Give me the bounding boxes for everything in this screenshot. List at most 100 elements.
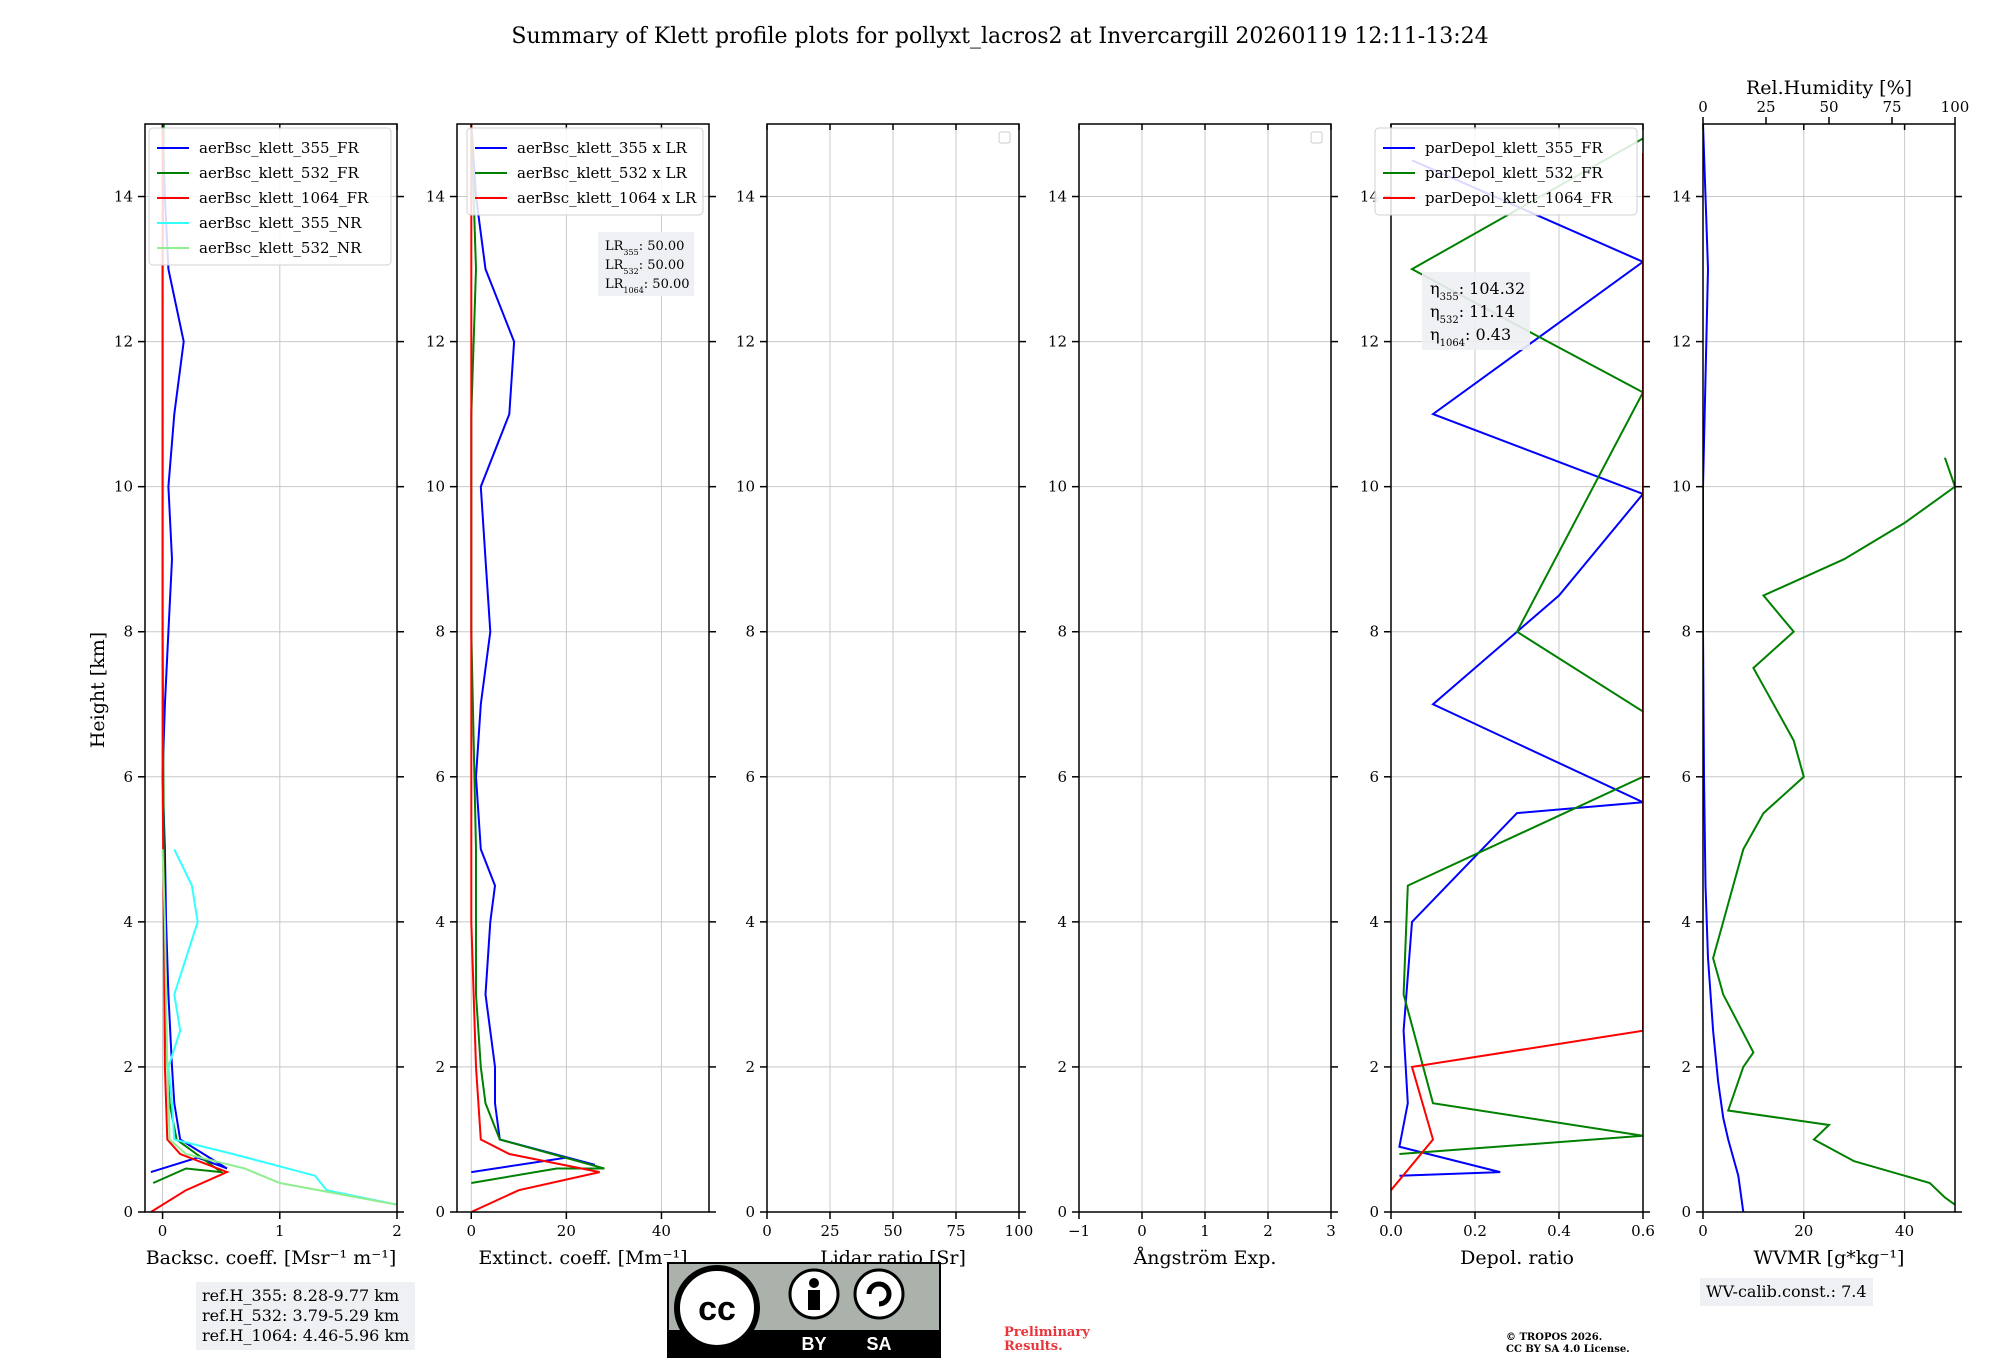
- lidar-ratio-355-subscript: 355: [623, 248, 638, 257]
- top-axis-label: Rel.Humidity [%]: [1746, 77, 1912, 99]
- x-tick-label: 2: [392, 1222, 402, 1240]
- y-tick-label: 0: [1681, 1203, 1691, 1221]
- y-axis-label: Height [km]: [87, 632, 109, 748]
- x-tick-label: 40: [1895, 1222, 1914, 1240]
- cc-by-person-head: [809, 1278, 819, 1288]
- copyright-line-2: CC BY SA 4.0 License.: [1506, 1344, 1630, 1355]
- preliminary-note: Preliminary Results.: [1004, 1326, 1090, 1354]
- lidar-ratio-532-symbol: LR: [605, 258, 625, 273]
- lidar-ratio-532-subscript: 532: [623, 267, 638, 276]
- x-tick-label: 0.0: [1379, 1222, 1403, 1240]
- y-tick-label: 6: [745, 768, 755, 786]
- y-tick-label: 0: [123, 1203, 133, 1221]
- x-tick-label: 20: [1794, 1222, 1813, 1240]
- y-tick-label: 0: [435, 1203, 445, 1221]
- y-tick-label: 2: [435, 1058, 445, 1076]
- lidar-ratio-1064-value: : 50.00: [644, 277, 690, 292]
- legend-label-aerBsc_klett_1064_FR: aerBsc_klett_1064_FR: [199, 189, 369, 207]
- lidar-ratio-532: LR532: 50.00: [605, 258, 684, 276]
- eta-355: η355: 104.32: [1430, 279, 1525, 303]
- y-tick-label: 10: [736, 478, 755, 496]
- eta-box: [1422, 272, 1530, 350]
- y-tick-label: 8: [435, 623, 445, 641]
- x-axis-label: Extinct. coeff. [Mm⁻¹]: [478, 1247, 687, 1269]
- y-tick-label: 2: [745, 1058, 755, 1076]
- y-tick-label: 12: [426, 333, 445, 351]
- axes-frame: [456, 123, 710, 1213]
- series-line-parDepol_klett_1064_FR: [1391, 153, 1643, 1191]
- y-tick-label: 8: [1681, 623, 1691, 641]
- series-line-aerBsc_klett_355 x LR: [470, 124, 596, 1174]
- cc-logo-text: cc: [698, 1290, 736, 1328]
- y-tick-label: 12: [114, 333, 133, 351]
- eta-1064: η1064: 0.43: [1430, 325, 1511, 349]
- y-tick-label: 6: [1681, 768, 1691, 786]
- legend-label-aerBsc_klett_355_FR: aerBsc_klett_355_FR: [199, 139, 359, 157]
- eta-532: η532: 11.14: [1430, 302, 1515, 326]
- legend-box: [1374, 127, 1638, 216]
- x-tick-label: 0: [1137, 1222, 1147, 1240]
- y-tick-label: 10: [114, 478, 133, 496]
- y-tick-label: 14: [1672, 188, 1691, 206]
- y-tick-label: 10: [426, 478, 445, 496]
- x-tick-label: 0: [466, 1222, 476, 1240]
- top-x-tick-label: 25: [1756, 98, 1775, 116]
- legend-label-parDepol_klett_1064_FR: parDepol_klett_1064_FR: [1425, 189, 1613, 207]
- eta-532-symbol: η: [1430, 302, 1440, 321]
- y-tick-label: 4: [1681, 913, 1691, 931]
- axes-frame: [1390, 123, 1644, 1213]
- y-tick-label: 4: [1369, 913, 1379, 931]
- x-tick-label: 0: [1698, 1222, 1708, 1240]
- eta-355-subscript: 355: [1440, 292, 1459, 303]
- x-tick-label: 0.4: [1547, 1222, 1571, 1240]
- series-line-parDepol_klett_355_FR: [1398, 159, 1643, 1177]
- legend-label-aerBsc_klett_532_NR: aerBsc_klett_532_NR: [199, 239, 362, 257]
- ref-height-355: ref.H_355: 8.28-9.77 km: [202, 1286, 400, 1305]
- y-tick-label: 2: [1681, 1058, 1691, 1076]
- cc-badge-graphic: cc BY SA: [669, 1265, 939, 1356]
- top-x-tick-label: 75: [1882, 98, 1901, 116]
- panel-depolarization: 0.0 0.2 0.4 0.6 0 2 4 6 8 10 12 14 Depol. ratio parDe…: [1360, 123, 1655, 1269]
- preliminary-line-2: Results.: [1004, 1339, 1063, 1354]
- y-tick-label: 0: [1057, 1203, 1067, 1221]
- cc-logo-icon: [674, 1265, 760, 1351]
- eta-355-value: : 104.32: [1459, 279, 1525, 298]
- legend-label-aerBsc_klett_532 x LR: aerBsc_klett_532 x LR: [517, 164, 688, 182]
- wv-calibration-box: WV-calib.const.: 7.4: [1700, 1278, 1873, 1306]
- y-tick-label: 12: [736, 333, 755, 351]
- cc-by-label: BY: [801, 1334, 826, 1354]
- legend-label-parDepol_klett_532_FR: parDepol_klett_532_FR: [1425, 164, 1603, 182]
- y-tick-label: 2: [1057, 1058, 1067, 1076]
- y-tick-label: 2: [123, 1058, 133, 1076]
- y-tick-label: 10: [1360, 478, 1379, 496]
- x-tick-label: 40: [652, 1222, 671, 1240]
- x-tick-label: 50: [883, 1222, 902, 1240]
- y-tick-label: 2: [1369, 1058, 1379, 1076]
- x-tick-label: 20: [557, 1222, 576, 1240]
- cc-sa-label: SA: [866, 1334, 891, 1354]
- copyright-note: © TROPOS 2026. CC BY SA 4.0 License.: [1506, 1332, 1630, 1356]
- y-tick-label: 8: [123, 623, 133, 641]
- lidar-ratio-box: [598, 232, 694, 296]
- x-tick-label: 0.2: [1463, 1222, 1487, 1240]
- y-tick-label: 12: [1672, 333, 1691, 351]
- series-line-aerBsc_klett_355_NR: [167, 848, 397, 1206]
- x-axis-label: Depol. ratio: [1460, 1247, 1574, 1269]
- eta-1064-value: : 0.43: [1465, 325, 1511, 344]
- lidar-ratio-355-symbol: LR: [605, 239, 625, 254]
- legend-box: [148, 127, 392, 266]
- eta-1064-subscript: 1064: [1440, 338, 1465, 349]
- series-line-aerBsc_klett_1064 x LR: [470, 124, 600, 1212]
- y-tick-label: 14: [1360, 188, 1379, 206]
- series-line-WVMR: [1703, 124, 1745, 1212]
- lidar-ratio-1064: LR1064: 50.00: [605, 277, 690, 295]
- lidar-ratio-1064-subscript: 1064: [623, 286, 643, 295]
- legend-label-parDepol_klett_355_FR: parDepol_klett_355_FR: [1425, 139, 1603, 157]
- eta-532-value: : 11.14: [1459, 302, 1515, 321]
- y-tick-label: 8: [1057, 623, 1067, 641]
- cc-by-person-body: [808, 1290, 820, 1310]
